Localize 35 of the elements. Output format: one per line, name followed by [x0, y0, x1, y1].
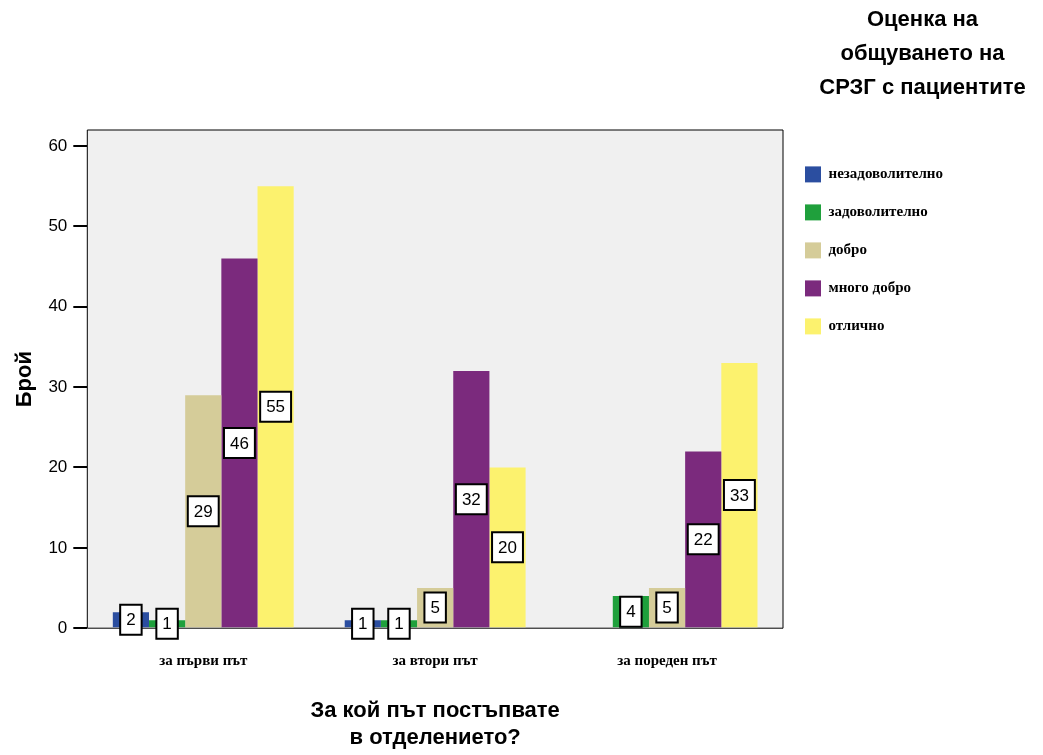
y-tick-label: 20	[48, 457, 68, 477]
legend-title: Оценка на общуването на СРЗГ с пациентите	[818, 5, 1027, 101]
y-tick-label: 30	[48, 376, 68, 396]
bar	[721, 363, 758, 628]
bar	[257, 186, 294, 628]
data-label: 33	[729, 485, 749, 505]
x-tick-label: за втори път	[392, 652, 479, 669]
data-label: 1	[394, 614, 404, 634]
data-label: 2	[126, 610, 136, 630]
data-label: 5	[662, 598, 672, 618]
legend-label: добро	[828, 241, 867, 258]
bar	[221, 258, 258, 628]
x-tick-label: за пореден път	[617, 652, 718, 669]
data-label: 1	[358, 614, 368, 634]
y-tick-label: 10	[48, 537, 68, 557]
y-tick-label: 60	[48, 135, 68, 155]
data-label: 1	[162, 614, 172, 634]
data-label: 55	[266, 397, 286, 417]
data-label: 29	[193, 501, 213, 521]
y-axis-title: Брой	[11, 350, 37, 408]
data-label: 5	[430, 598, 440, 618]
data-label: 46	[229, 433, 249, 453]
y-tick-label: 50	[48, 216, 68, 236]
x-tick-label: за първи път	[159, 652, 249, 669]
legend-label: задоволително	[828, 203, 928, 220]
data-label: 22	[693, 530, 713, 549]
legend-label: незадоволително	[828, 165, 943, 182]
data-label: 4	[626, 602, 636, 622]
x-axis-title: За кой път постъпвате в отделението?	[310, 697, 560, 749]
legend-label: много добро	[828, 279, 911, 296]
data-label: 32	[461, 489, 481, 509]
y-tick-label: 0	[57, 617, 68, 637]
y-tick-label: 40	[48, 296, 68, 316]
legend-label: отлично	[828, 317, 885, 334]
data-label: 20	[498, 538, 517, 558]
